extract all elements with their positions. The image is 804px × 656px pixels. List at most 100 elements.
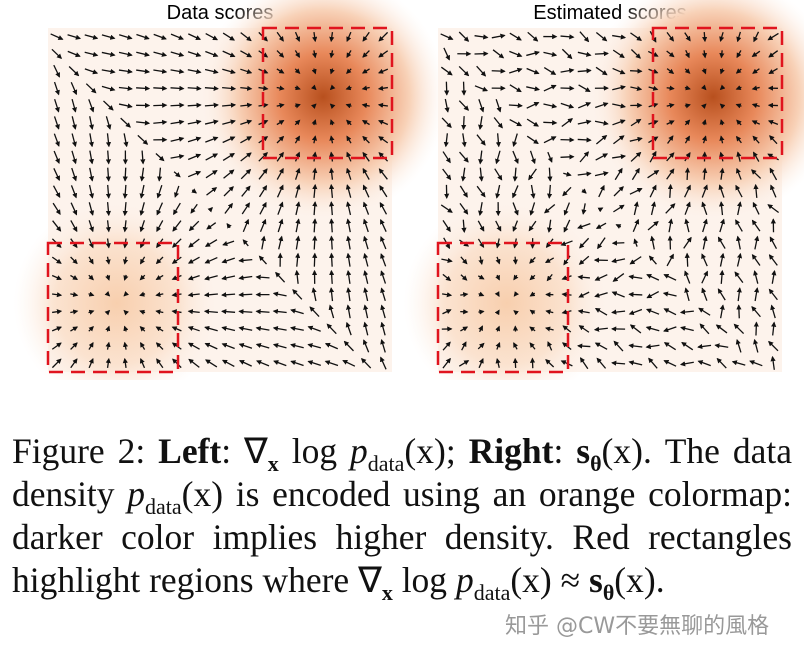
score-arrow: [170, 33, 184, 40]
score-arrow: [329, 103, 336, 109]
score-arrow: [546, 273, 553, 282]
score-arrow: [363, 270, 369, 284]
score-arrow: [509, 50, 523, 58]
score-arrow: [719, 68, 725, 75]
score-arrow: [751, 219, 761, 232]
score-arrow: [668, 218, 674, 233]
score-arrow: [70, 274, 79, 280]
score-arrow: [187, 153, 202, 161]
score-arrow: [70, 342, 78, 350]
score-arrow: [663, 274, 677, 281]
score-arrow: [442, 168, 452, 181]
score-arrow: [581, 203, 587, 215]
score-arrow: [663, 308, 677, 316]
score-arrow: [477, 220, 485, 232]
score-arrow: [648, 255, 657, 265]
score-arrow: [378, 168, 388, 180]
score-arrow: [753, 183, 759, 198]
score-arrow: [105, 116, 112, 130]
score-arrow: [526, 135, 539, 145]
score-arrow: [719, 269, 725, 284]
score-arrow: [170, 119, 185, 125]
score-arrow: [666, 31, 675, 42]
score-arrow: [52, 292, 63, 298]
score-arrow: [188, 358, 200, 368]
score-arrow: [680, 325, 694, 332]
score-arrow: [478, 256, 484, 266]
score-arrow: [238, 309, 253, 315]
score-arrow: [221, 342, 235, 350]
score-arrow: [543, 120, 558, 126]
score-arrow: [51, 342, 62, 350]
score-arrow: [380, 356, 387, 370]
score-arrow: [577, 343, 591, 349]
math: p: [127, 474, 145, 514]
score-arrow: [221, 292, 236, 298]
score-arrow: [118, 51, 133, 57]
score-arrow: [491, 33, 506, 39]
score-arrow: [478, 99, 485, 113]
score-arrow: [380, 253, 387, 267]
score-arrow: [545, 309, 554, 315]
score-arrow: [595, 134, 608, 145]
score-arrow: [719, 50, 725, 59]
score-arrow: [139, 326, 146, 332]
score-arrow: [512, 220, 519, 232]
score-arrow: [346, 235, 352, 250]
score-arrow: [346, 167, 352, 180]
score-arrow: [170, 102, 185, 108]
score-arrow: [88, 220, 94, 233]
score-arrow: [495, 150, 501, 165]
score-arrow: [754, 287, 760, 302]
score-arrow: [684, 103, 691, 109]
score-arrow: [187, 170, 202, 178]
score-arrow: [478, 291, 485, 297]
math: data: [473, 580, 511, 606]
score-arrow: [751, 254, 761, 266]
score-arrow: [494, 291, 500, 297]
score-arrow: [563, 219, 571, 233]
score-arrow: [702, 32, 708, 43]
score-arrow: [594, 274, 608, 281]
math: ∇: [358, 560, 382, 600]
score-arrow: [311, 103, 317, 109]
score-arrow: [547, 184, 553, 199]
score-arrow: [440, 33, 454, 40]
score-arrow: [662, 291, 677, 297]
score-arrow: [494, 309, 500, 316]
score-arrow: [187, 102, 202, 108]
score-arrow: [697, 343, 712, 350]
score-arrow: [442, 292, 453, 298]
score-arrow: [380, 321, 386, 336]
caption: Figure 2: Left: ∇x log pdata(x); Right: …: [12, 430, 792, 606]
score-arrow: [88, 99, 95, 113]
score-arrow: [380, 270, 387, 284]
score-arrow: [361, 85, 370, 91]
score-arrow: [577, 51, 592, 57]
score-arrow: [272, 291, 287, 297]
score-arrow: [380, 287, 386, 302]
score-arrow: [52, 220, 62, 232]
score-arrow: [71, 98, 77, 113]
score-arrow: [205, 136, 219, 143]
score-arrow: [70, 81, 78, 96]
score-arrow: [123, 291, 129, 297]
score-arrow: [597, 207, 604, 213]
score-arrow: [560, 240, 573, 247]
score-arrow: [362, 167, 370, 180]
score-arrow: [666, 85, 675, 91]
score-arrow: [105, 150, 111, 165]
score-arrow: [527, 31, 539, 42]
score-arrow: [361, 120, 370, 126]
score-arrow: [461, 341, 467, 351]
score-arrow: [204, 119, 219, 125]
score-arrow: [272, 343, 287, 349]
score-arrow: [771, 269, 777, 284]
score-arrow: [156, 185, 163, 199]
math: x: [381, 580, 393, 606]
score-arrow: [512, 256, 518, 265]
score-arrow: [440, 66, 453, 76]
score-arrow: [70, 256, 78, 265]
score-arrow: [594, 292, 608, 298]
score-arrow: [543, 136, 557, 144]
